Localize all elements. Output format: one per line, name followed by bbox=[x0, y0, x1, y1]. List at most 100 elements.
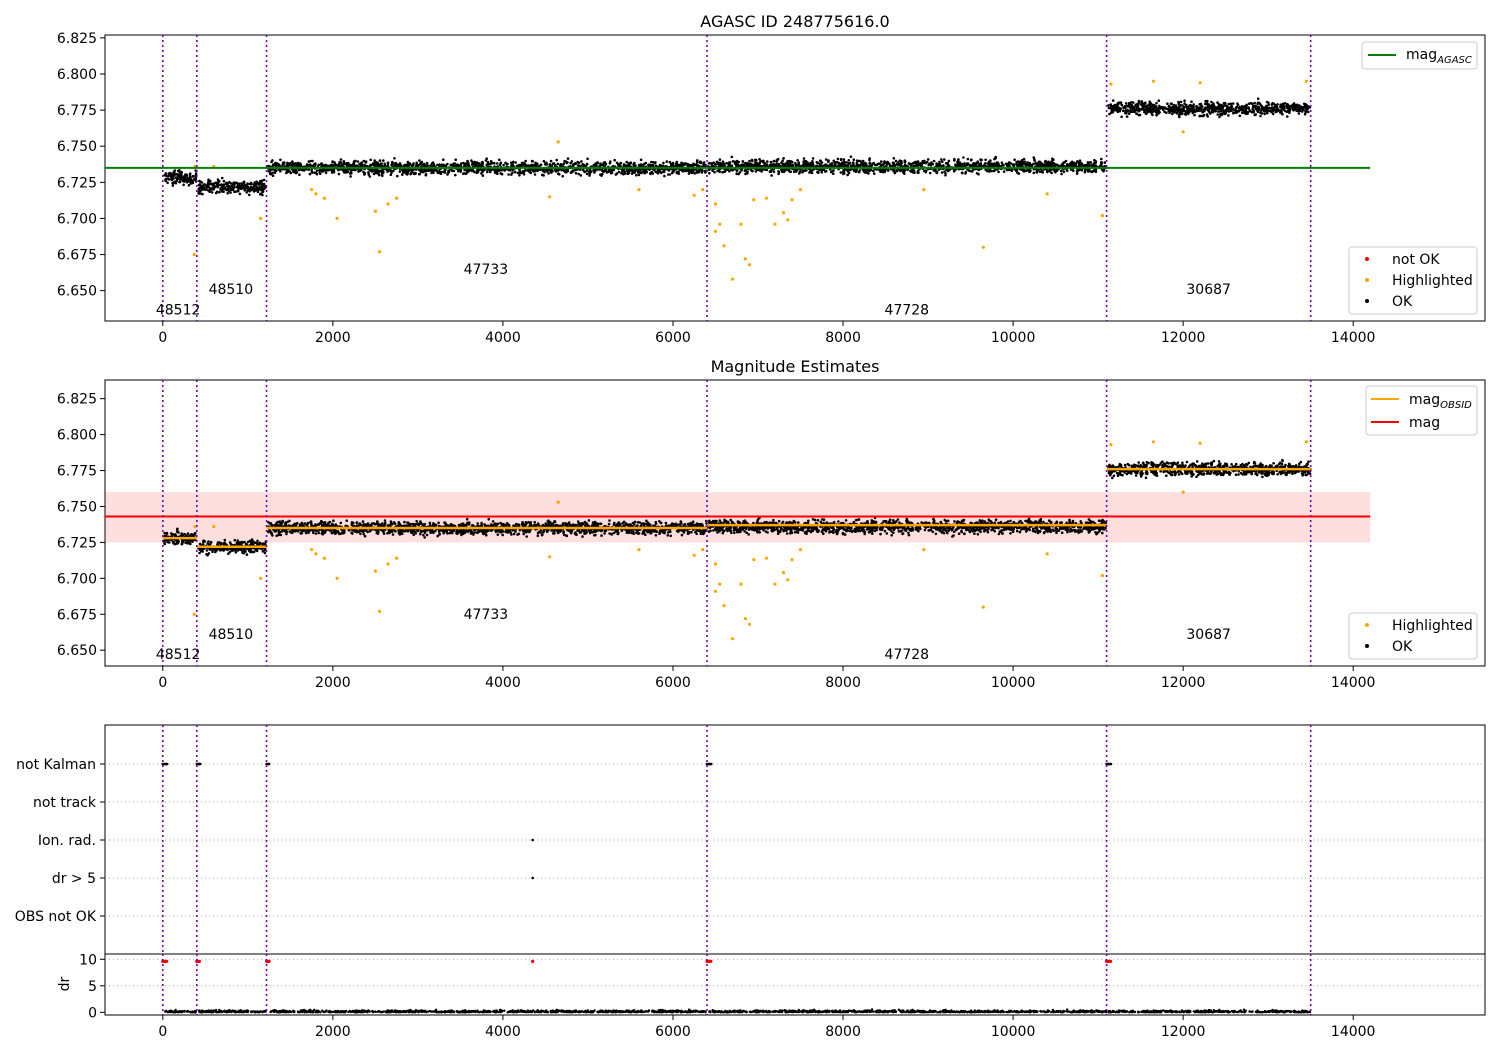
ok-point bbox=[1235, 111, 1238, 114]
highlighted-point bbox=[378, 250, 381, 253]
ok-point bbox=[396, 175, 399, 178]
ok-point bbox=[489, 171, 492, 174]
highlighted-point bbox=[782, 211, 785, 214]
ok-point bbox=[823, 164, 826, 167]
ok-point bbox=[1206, 113, 1209, 116]
ok-point bbox=[188, 184, 191, 187]
ok-point bbox=[630, 161, 633, 164]
ok-point bbox=[599, 162, 602, 165]
ok-point bbox=[507, 173, 510, 176]
ok-point bbox=[966, 163, 969, 166]
ok-point bbox=[1243, 109, 1246, 112]
ok-point bbox=[349, 164, 352, 167]
ok-point bbox=[390, 172, 393, 175]
highlighted-point bbox=[701, 188, 704, 191]
ok-point bbox=[1125, 111, 1128, 114]
ok-point bbox=[425, 174, 428, 177]
ok-point bbox=[357, 160, 360, 163]
ok-point bbox=[1296, 104, 1299, 107]
ok-point bbox=[1071, 163, 1074, 166]
ok-point bbox=[1235, 107, 1238, 110]
ok-point bbox=[799, 170, 802, 173]
ok-point bbox=[482, 174, 485, 177]
highlighted-point bbox=[1109, 83, 1112, 86]
ok-point bbox=[652, 165, 655, 168]
ok-point bbox=[1100, 161, 1103, 164]
ok-point bbox=[450, 164, 453, 167]
ok-point bbox=[211, 191, 214, 194]
ok-point bbox=[832, 169, 835, 172]
ok-point bbox=[958, 162, 961, 165]
ok-point bbox=[821, 171, 824, 174]
ok-point bbox=[853, 158, 856, 161]
ok-point bbox=[240, 182, 243, 185]
ok-point bbox=[798, 161, 801, 164]
ok-point bbox=[1259, 115, 1262, 118]
y-tick-label: 6.675 bbox=[57, 248, 97, 264]
ok-point bbox=[760, 170, 763, 173]
ok-point bbox=[309, 173, 312, 176]
ok-point bbox=[319, 172, 322, 175]
ok-point bbox=[518, 174, 521, 177]
ok-point bbox=[742, 160, 745, 163]
highlighted-point bbox=[1199, 81, 1202, 84]
ok-point bbox=[1288, 109, 1291, 112]
ok-point bbox=[457, 170, 460, 173]
ok-point bbox=[338, 163, 341, 166]
ok-point bbox=[412, 162, 415, 165]
ok-point bbox=[1076, 169, 1079, 172]
ok-point bbox=[832, 172, 835, 175]
ok-point bbox=[560, 163, 563, 166]
ok-point bbox=[796, 159, 799, 162]
ok-point bbox=[368, 173, 371, 176]
ok-point bbox=[683, 164, 686, 167]
ok-point bbox=[596, 161, 599, 164]
ok-point bbox=[1120, 116, 1123, 119]
ok-point bbox=[1251, 103, 1254, 106]
ok-point bbox=[189, 543, 192, 546]
ok-point bbox=[871, 164, 874, 167]
ok-point bbox=[1198, 115, 1201, 118]
ok-point bbox=[642, 170, 645, 173]
ok-point bbox=[259, 542, 262, 545]
ok-point bbox=[780, 162, 783, 165]
ok-point bbox=[486, 163, 489, 166]
ok-point bbox=[984, 162, 987, 165]
ok-point bbox=[995, 163, 998, 166]
ok-point bbox=[1174, 105, 1177, 108]
ok-point bbox=[922, 162, 925, 165]
ok-point bbox=[1169, 110, 1172, 113]
ok-point bbox=[246, 183, 249, 186]
ok-point bbox=[180, 532, 183, 535]
ok-point bbox=[1139, 114, 1142, 117]
ok-point bbox=[757, 164, 760, 167]
ok-point bbox=[229, 551, 232, 554]
ok-point bbox=[1304, 107, 1307, 110]
ok-point bbox=[209, 548, 212, 551]
ok-point bbox=[267, 170, 270, 173]
ok-point bbox=[542, 174, 545, 177]
panel1-frame bbox=[105, 35, 1485, 321]
ok-point bbox=[1254, 105, 1257, 108]
ok-point bbox=[380, 162, 383, 165]
ok-point bbox=[865, 169, 868, 172]
ok-point bbox=[498, 159, 501, 162]
ok-point bbox=[1161, 106, 1164, 109]
ok-point bbox=[379, 159, 382, 162]
ok-point bbox=[640, 163, 643, 166]
ok-point bbox=[659, 170, 662, 173]
highlighted-point bbox=[786, 218, 789, 221]
ok-point bbox=[228, 181, 231, 184]
ok-point bbox=[1016, 172, 1019, 175]
ok-point bbox=[789, 162, 792, 165]
ok-point bbox=[1301, 110, 1304, 113]
ok-point bbox=[1293, 102, 1296, 105]
x-tick-label: 0 bbox=[158, 330, 167, 346]
ok-point bbox=[759, 162, 762, 165]
ok-point bbox=[337, 169, 340, 172]
ok-point bbox=[671, 172, 674, 175]
legend-highlighted-marker bbox=[1365, 278, 1369, 282]
ok-point bbox=[734, 163, 737, 166]
ok-point bbox=[1002, 164, 1005, 167]
ok-point bbox=[1273, 106, 1276, 109]
